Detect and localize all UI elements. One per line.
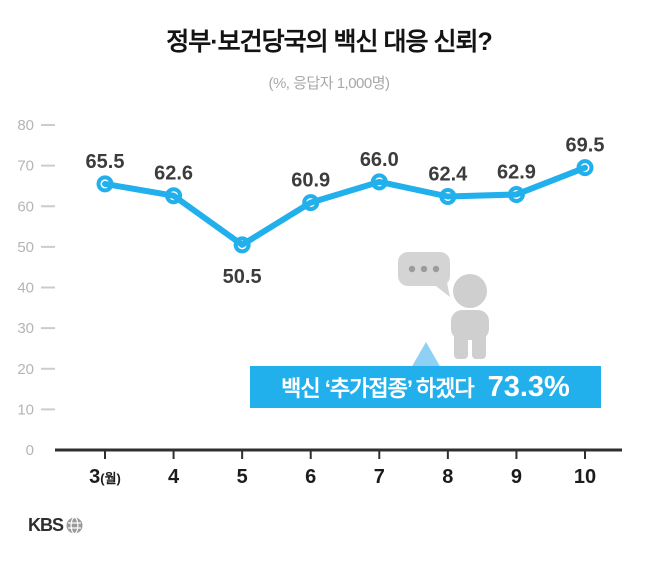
y-axis-label: 0: [26, 442, 34, 459]
data-point-label: 60.9: [291, 170, 330, 192]
data-point-label: 50.5: [223, 266, 262, 288]
x-axis-label: 7: [374, 466, 385, 488]
data-point-label: 62.9: [497, 161, 536, 183]
x-axis-label: 3(월): [89, 466, 121, 488]
x-axis-label: 8: [442, 466, 453, 488]
speech-bubble-icon: [398, 252, 450, 297]
y-axis-label: 10: [17, 401, 34, 418]
y-axis-label: 20: [17, 361, 34, 378]
y-axis-label: 50: [17, 239, 34, 256]
data-point-label: 66.0: [360, 149, 399, 171]
data-point-label: 65.5: [86, 151, 125, 173]
page-subtitle: (%, 응답자 1,000명): [268, 75, 390, 92]
x-axis-label: 6: [305, 466, 316, 488]
trend-line: [102, 164, 588, 248]
y-axis-label: 70: [17, 158, 34, 175]
banner: 백신 ‘추가접종’ 하겠다 73.3%: [250, 366, 601, 408]
banner-pointer-icon: [411, 342, 441, 368]
banner-value: 73.3%: [487, 370, 570, 403]
y-axis-label: 40: [17, 280, 34, 297]
data-point-label: 69.5: [566, 135, 605, 157]
y-axis-label: 60: [17, 198, 34, 215]
x-axis-label: 10: [574, 466, 596, 488]
y-axis-label: 30: [17, 320, 34, 337]
page-title: 정부·보건당국의 백신 대응 신뢰?: [166, 28, 492, 56]
kbs-logo-text: KBS: [28, 514, 64, 535]
kbs-logo: KBS: [28, 514, 83, 536]
x-axis-label: 4: [168, 466, 180, 488]
data-point-label: 62.4: [428, 164, 468, 186]
banner-text: 백신 ‘추가접종’ 하겠다: [281, 376, 474, 401]
kbs-globe-icon: [66, 516, 83, 534]
x-axis-label: 5: [237, 466, 248, 488]
y-axis-label: 80: [17, 117, 34, 134]
x-axis-label: 9: [511, 466, 522, 488]
data-point-label: 62.6: [154, 163, 193, 185]
person-icon: [451, 274, 489, 359]
